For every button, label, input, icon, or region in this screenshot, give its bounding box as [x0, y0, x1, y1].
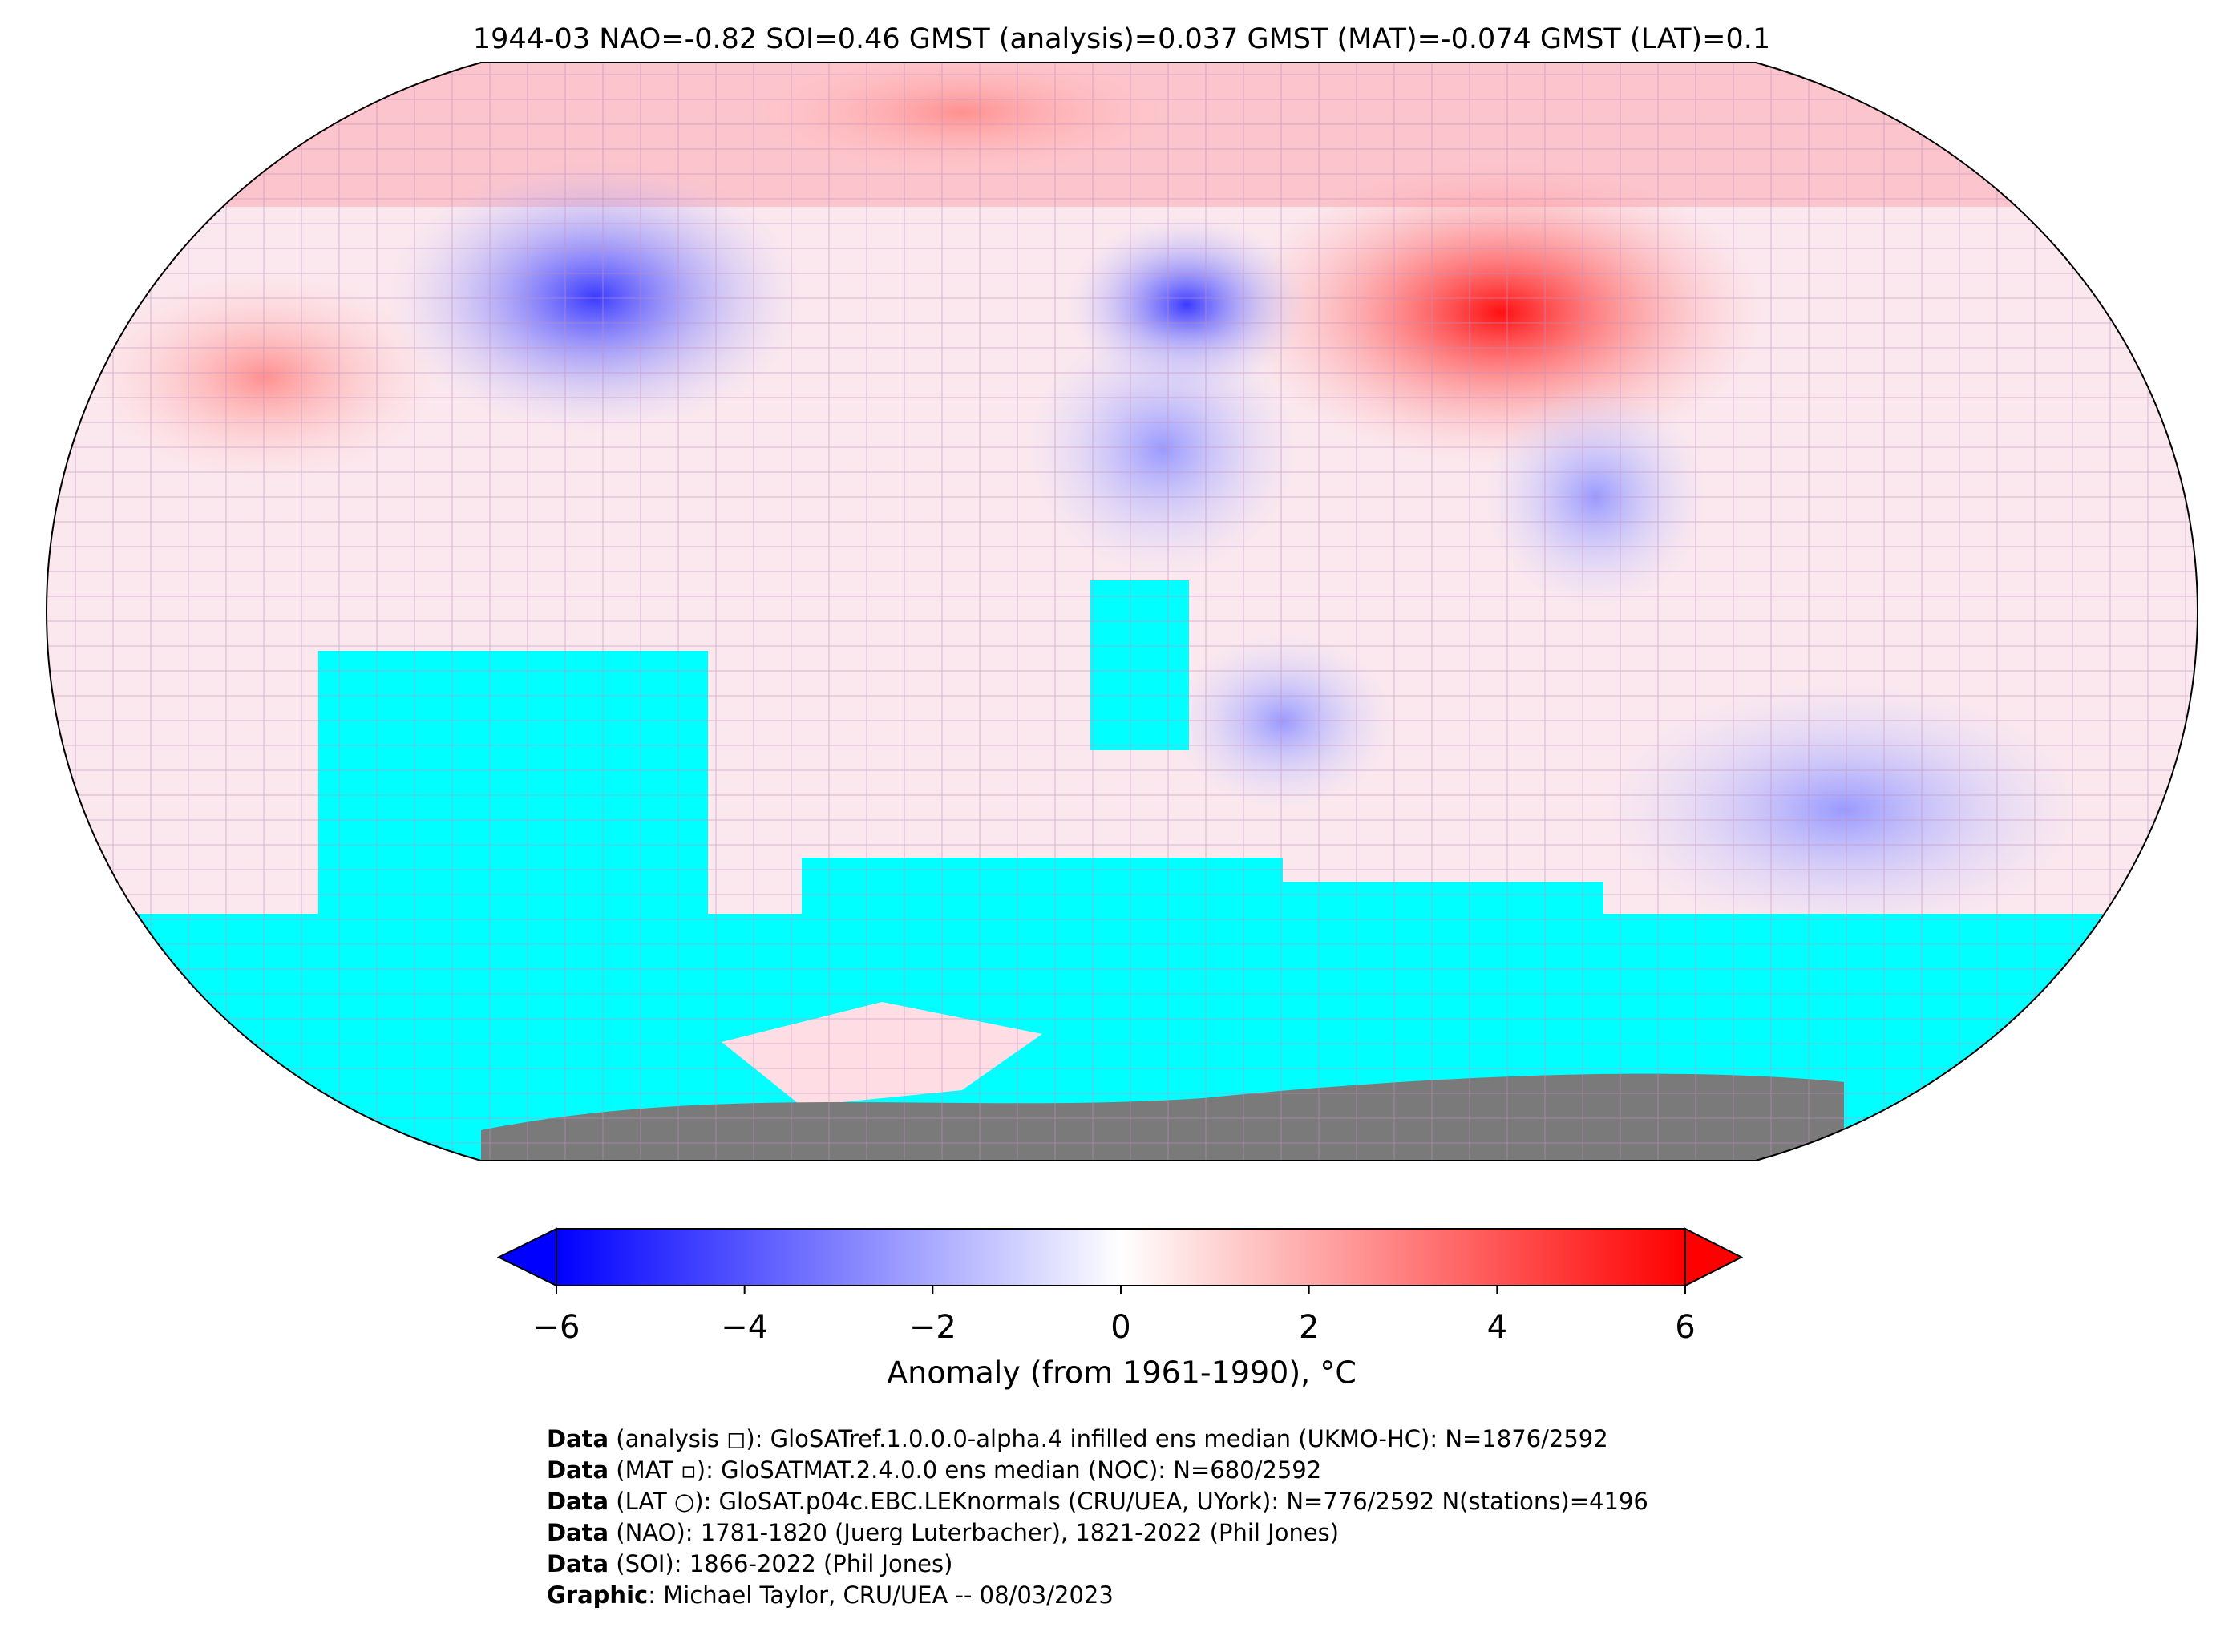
colorbar-tick-label: −2	[909, 1309, 956, 1346]
colorbar: −6 −4 −2 0 2 4 6	[496, 1227, 1744, 1346]
credit-text: (MAT ▫): GloSATMAT.2.4.0.0 ens median (N…	[609, 1456, 1321, 1484]
colorbar-max-arrow	[1684, 1227, 1744, 1287]
credit-label: Data	[547, 1488, 609, 1515]
credits: Data (analysis ◻): GloSATref.1.0.0.0-alp…	[547, 1425, 1648, 1609]
colorbar-tick-label: 2	[1299, 1309, 1319, 1346]
credit-text: (SOI): 1866-2022 (Phil Jones)	[609, 1550, 952, 1577]
credit-label: Data	[547, 1425, 609, 1452]
colorbar-label: Anomaly (from 1961-1990), °C	[887, 1355, 1357, 1391]
credit-label: Data	[547, 1519, 609, 1546]
credit-text: (LAT ○): GloSAT.p04c.EBC.LEKnormals (CRU…	[609, 1488, 1648, 1515]
colorbar-tick-label: 0	[1110, 1309, 1130, 1346]
credit-text: (NAO): 1781-1820 (Juerg Luterbacher), 18…	[609, 1519, 1339, 1546]
credit-label: Data	[547, 1456, 609, 1484]
credit-line: Graphic: Michael Taylor, CRU/UEA -- 08/0…	[547, 1581, 1114, 1609]
credit-line: Data (analysis ◻): GloSATref.1.0.0.0-alp…	[547, 1425, 1608, 1452]
credit-text: (analysis ◻): GloSATref.1.0.0.0-alpha.4 …	[609, 1425, 1608, 1452]
colorbar-tick-label: 4	[1487, 1309, 1507, 1346]
map-border	[45, 62, 2199, 1161]
credit-line: Data (SOI): 1866-2022 (Phil Jones)	[547, 1550, 952, 1577]
credit-line: Data (NAO): 1781-1820 (Juerg Luterbacher…	[547, 1519, 1339, 1546]
colorbar-tick-label: −4	[721, 1309, 768, 1346]
colorbar-gradient	[556, 1228, 1686, 1286]
map	[47, 63, 2198, 1161]
map-title: 1944-03 NAO=-0.82 SOI=0.46 GMST (analysi…	[473, 23, 1770, 55]
credit-text: : Michael Taylor, CRU/UEA -- 08/03/2023	[648, 1581, 1114, 1609]
credit-label: Data	[547, 1550, 609, 1577]
credit-line: Data (LAT ○): GloSAT.p04c.EBC.LEKnormals…	[547, 1488, 1648, 1515]
colorbar-min-arrow	[496, 1227, 557, 1287]
colorbar-tick-label: −6	[533, 1309, 580, 1346]
colorbar-tick-label: 6	[1675, 1309, 1695, 1346]
credit-label: Graphic	[547, 1581, 648, 1609]
credit-line: Data (MAT ▫): GloSATMAT.2.4.0.0 ens medi…	[547, 1456, 1321, 1484]
